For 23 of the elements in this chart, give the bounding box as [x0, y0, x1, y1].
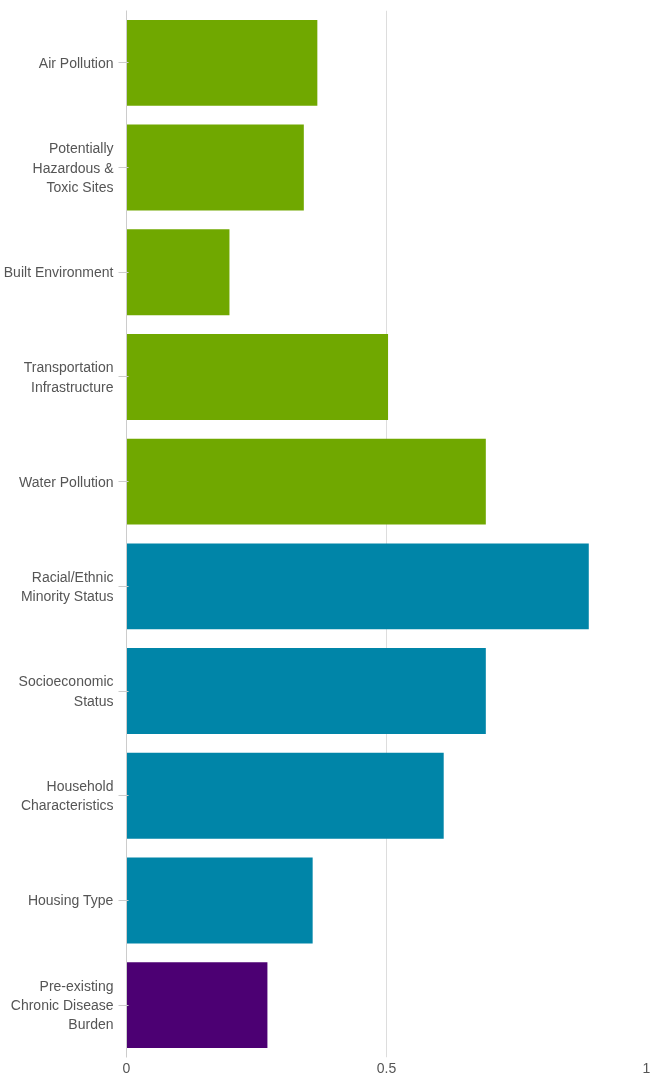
bar [126, 857, 313, 944]
y-tick-label: Housing Type [27, 892, 114, 909]
y-tick-label: Built Environment [3, 264, 114, 281]
bar [126, 438, 486, 525]
y-tick-label: Household Characteristics [20, 778, 114, 814]
bar [126, 124, 304, 211]
x-tick-label: 0.5 [376, 1059, 397, 1076]
y-tick-label: Water Pollution [19, 473, 114, 490]
y-tick-label: Potentially Hazardous & Toxic Sites [32, 140, 115, 195]
y-tick-label: Air Pollution [38, 54, 114, 71]
y-tick-label: Pre-existing Chronic Disease Burden [10, 977, 114, 1033]
x-tick-label: 1 [642, 1059, 651, 1076]
bar [126, 19, 318, 106]
bar [126, 543, 589, 630]
bar [126, 962, 268, 1049]
bar [126, 648, 486, 734]
bar [126, 334, 389, 420]
x-tick-label: 0 [122, 1059, 131, 1076]
y-tick-label: Socioeconomic Status [18, 673, 114, 709]
bar [126, 229, 230, 316]
bar [126, 752, 444, 839]
y-tick-label: Racial/Ethnic Minority Status [20, 568, 114, 604]
y-tick-label: Transportation Infrastructure [23, 359, 114, 395]
